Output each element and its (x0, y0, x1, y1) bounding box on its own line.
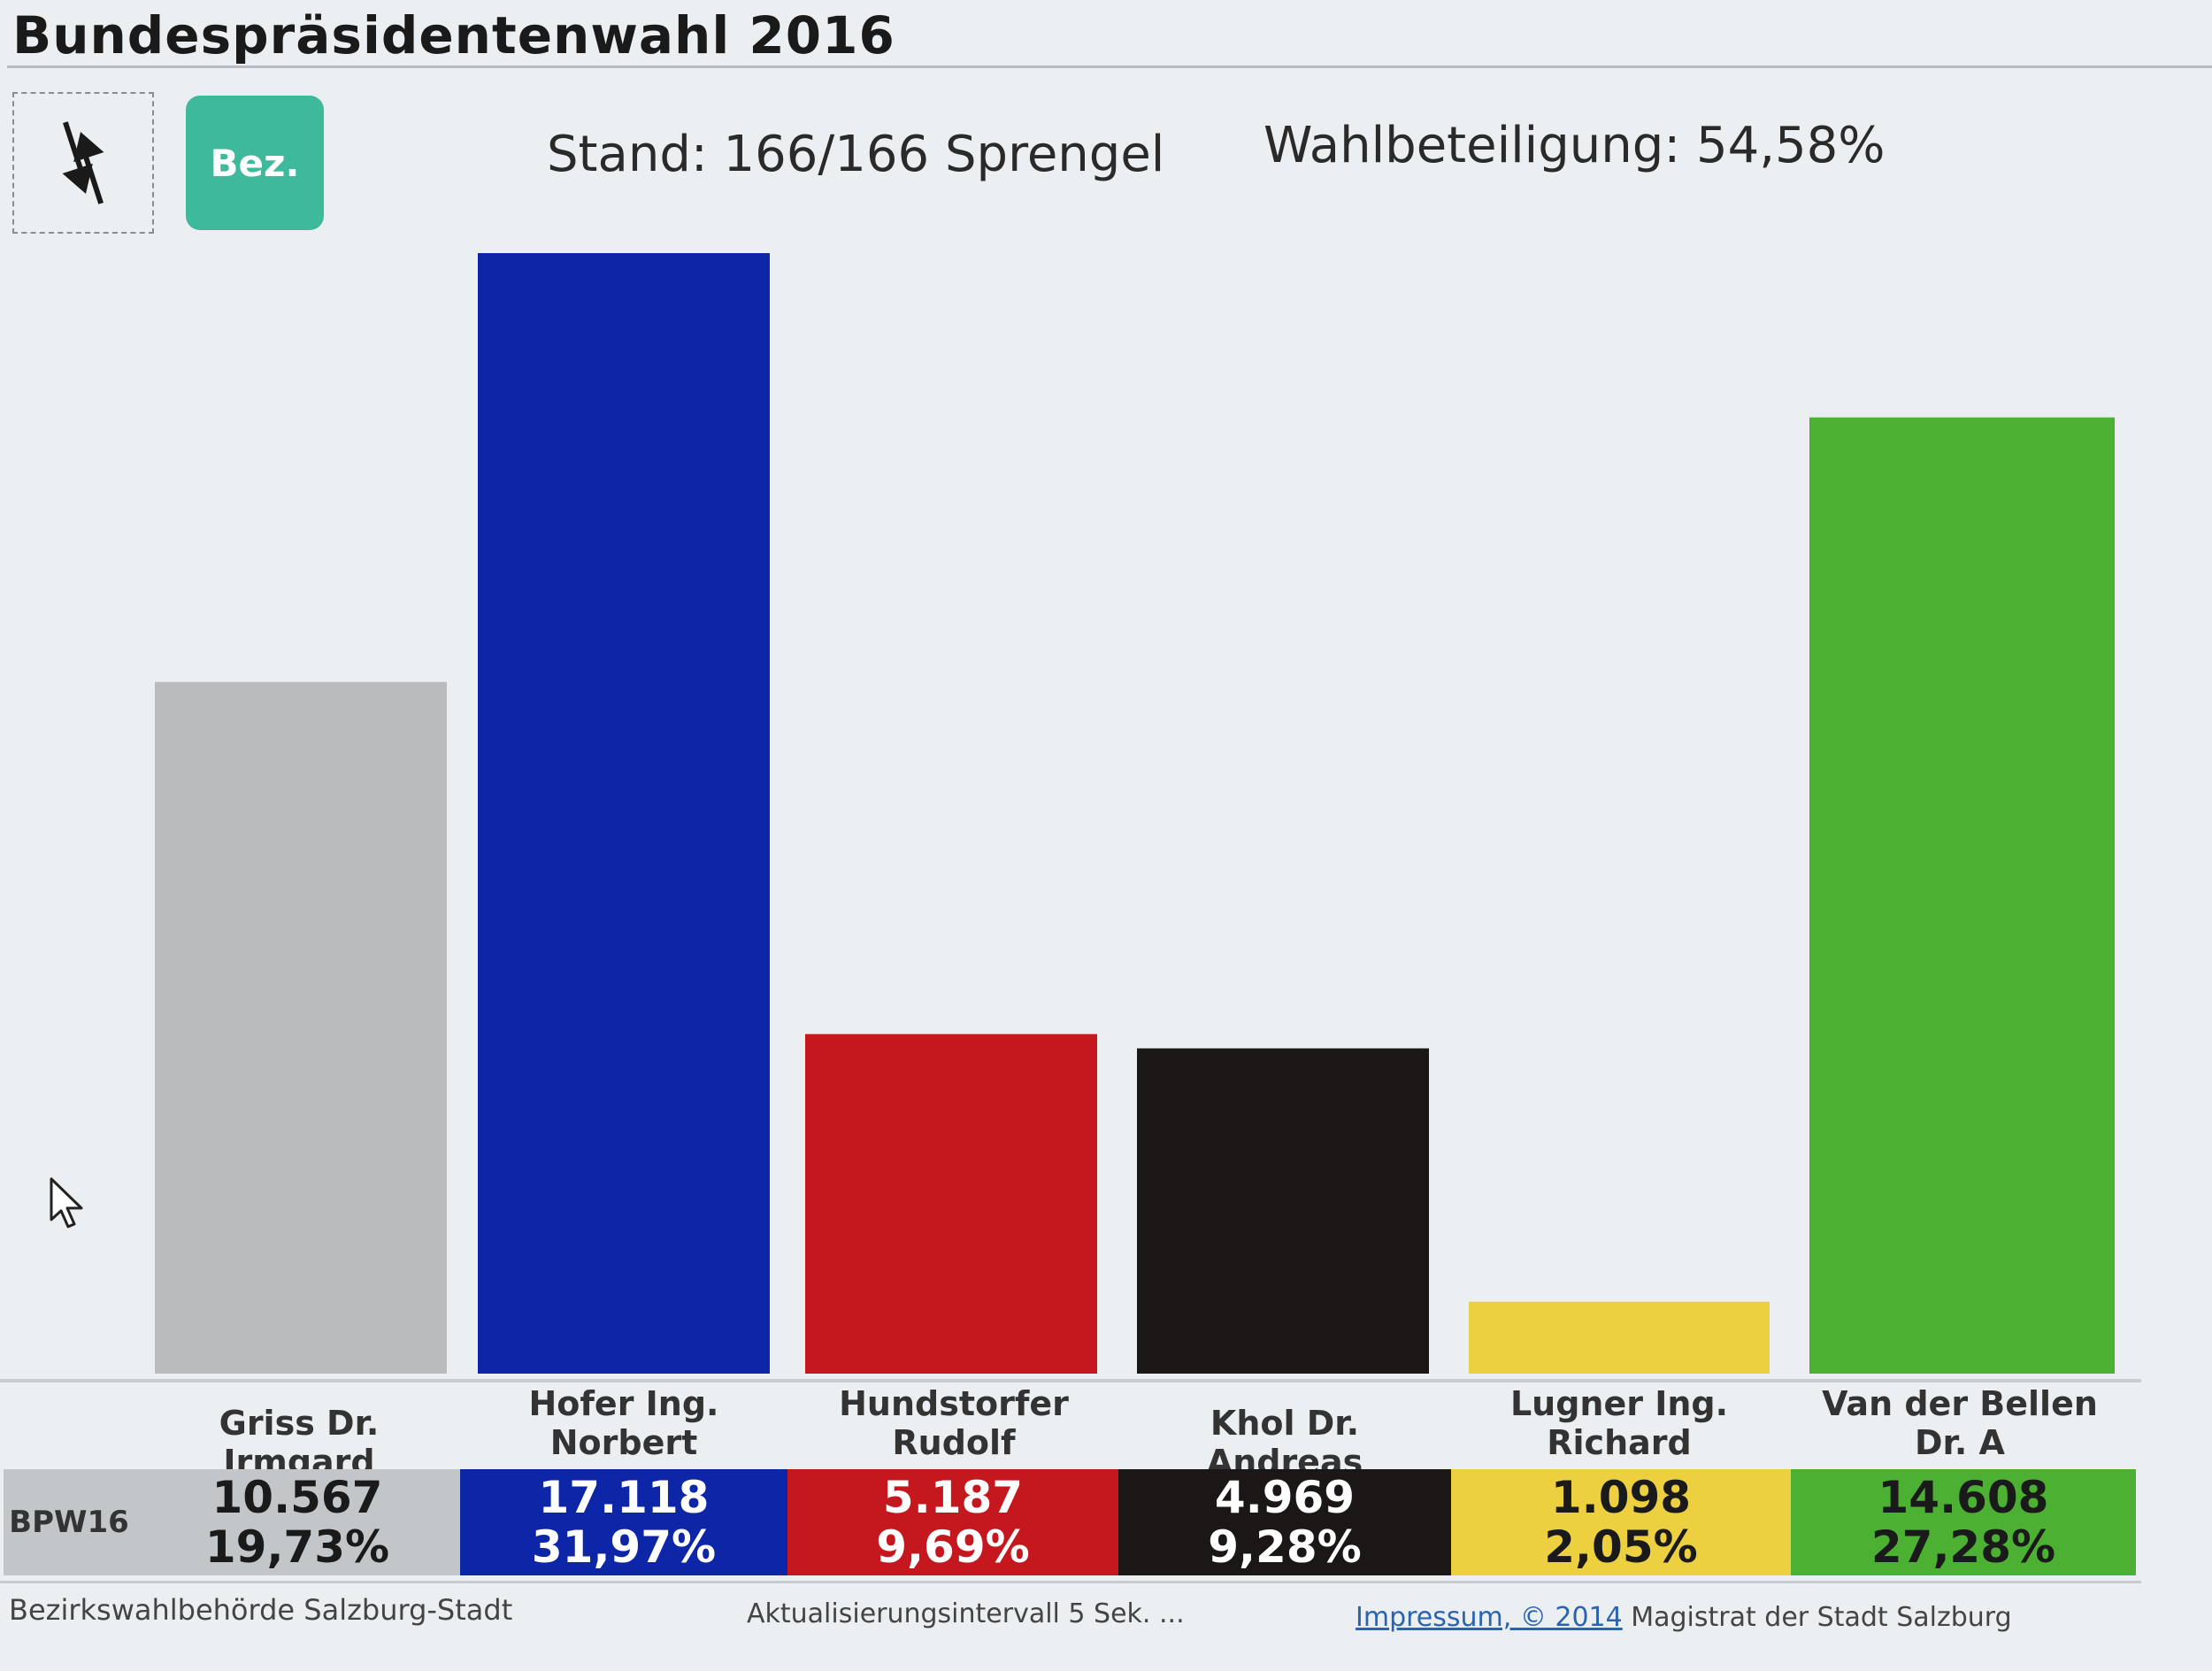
candidate-label-line: Hofer Ing. (528, 1384, 719, 1423)
candidate-label-line: Van der Bellen (1822, 1384, 2098, 1423)
vote-percent: 27,28% (1870, 1521, 2056, 1573)
vote-count: 1.098 (1550, 1472, 1692, 1523)
bar-4 (1469, 1301, 1770, 1374)
result-cell: 1.098 2,05% (1451, 1469, 1791, 1575)
result-cell: 4.969 9,28% (1118, 1469, 1451, 1575)
vote-count: 5.187 (882, 1472, 1024, 1523)
footer-authority: Bezirkswahlbehörde Salzburg-Stadt (9, 1593, 513, 1627)
bar-3 (1137, 1048, 1429, 1374)
results-bar-chart (155, 253, 2115, 1374)
candidate-label-line: Rudolf (892, 1423, 1016, 1462)
vote-percent: 2,05% (1544, 1521, 1698, 1573)
bar-2 (805, 1034, 1097, 1374)
result-cell: 10.567 19,73% (134, 1469, 460, 1575)
candidate-label-line: Richard (1547, 1423, 1692, 1462)
turnout-text: Wahlbeteiligung: 54,58% (1263, 117, 1886, 174)
candidate-label: Hofer Ing. Norbert (473, 1384, 774, 1462)
candidate-label-line: Dr. A (1915, 1423, 2005, 1462)
refresh-button[interactable] (12, 92, 154, 234)
bez-button[interactable]: Bez. (186, 96, 324, 230)
vote-count: 14.608 (1878, 1472, 2049, 1523)
vote-percent: 9,69% (876, 1521, 1030, 1573)
chart-baseline (0, 1379, 2141, 1382)
vote-count: 17.118 (538, 1472, 710, 1523)
candidate-label: Hundstorfer Rudolf (803, 1384, 1104, 1462)
result-cell: 14.608 27,28% (1791, 1469, 2136, 1575)
refresh-arrows-icon (62, 121, 104, 204)
vote-percent: 19,73% (204, 1521, 390, 1573)
bar-0 (155, 681, 447, 1374)
candidate-label-line: Lugner Ing. (1509, 1384, 1729, 1423)
vote-percent: 31,97% (531, 1521, 717, 1573)
row-label: BPW16 (4, 1469, 134, 1575)
result-cell: 17.118 31,97% (460, 1469, 787, 1575)
candidate-label: Lugner Ing. Richard (1469, 1384, 1770, 1462)
vote-percent: 9,28% (1208, 1521, 1362, 1573)
candidate-label-line: Norbert (549, 1423, 698, 1462)
bar-5 (1809, 417, 2115, 1374)
status-text: Stand: 166/166 Sprengel (547, 126, 1165, 183)
candidate-label-line: Hundstorfer (839, 1384, 1069, 1423)
result-cell: 5.187 9,69% (787, 1469, 1118, 1575)
footer-divider (0, 1581, 2141, 1583)
footer-magistrat: Magistrat der Stadt Salzburg (1622, 1602, 2012, 1633)
vote-count: 4.969 (1214, 1472, 1356, 1523)
vote-count: 10.567 (211, 1472, 383, 1523)
impressum-link[interactable]: Impressum, © 2014 (1356, 1602, 1623, 1633)
footer-refresh-interval: Aktualisierungsintervall 5 Sek. ... (747, 1598, 1185, 1629)
mouse-pointer-icon (50, 1177, 83, 1228)
bar-1 (478, 253, 770, 1374)
candidate-label: Van der Bellen Dr. A (1809, 1384, 2110, 1462)
page-title: Bundespräsidentenwahl 2016 (12, 5, 895, 65)
title-divider (7, 65, 2212, 68)
footer-credits: Impressum, © 2014 Magistrat der Stadt Sa… (1356, 1602, 2012, 1633)
